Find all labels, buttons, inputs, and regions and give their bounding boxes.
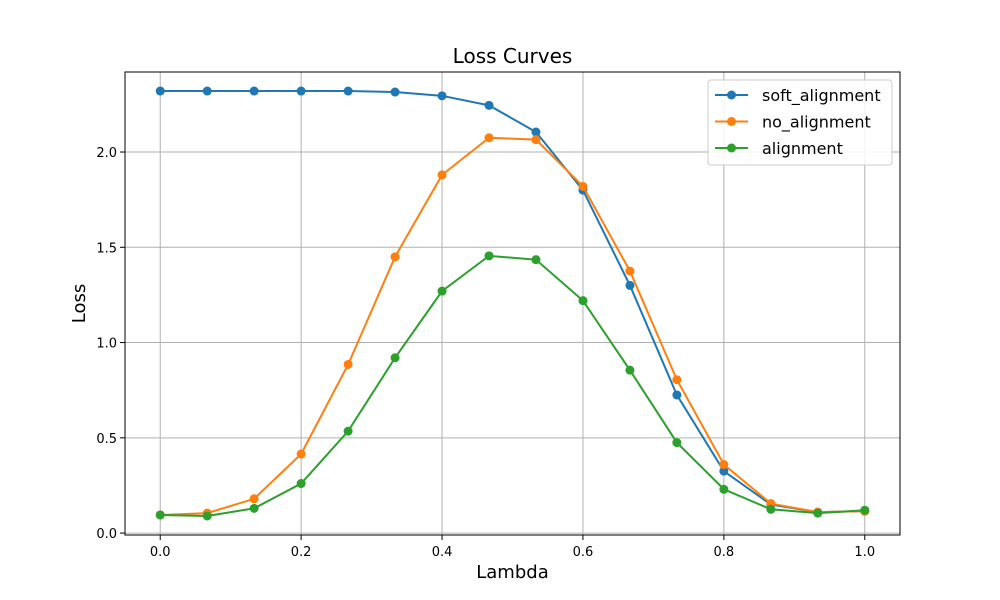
data-point	[625, 365, 635, 375]
legend-entry: no_alignment	[715, 113, 871, 133]
data-point	[343, 86, 353, 96]
x-tick-label: 0.6	[573, 545, 594, 560]
legend-entry: alignment	[715, 139, 843, 158]
data-point	[719, 484, 729, 494]
y-tick-label: 1.0	[96, 337, 117, 352]
data-point	[202, 511, 212, 521]
x-tick-label: 0.8	[714, 545, 735, 560]
data-point	[484, 100, 494, 110]
data-point	[672, 438, 682, 448]
data-point	[202, 86, 212, 96]
data-point	[390, 353, 400, 363]
data-point	[484, 133, 494, 143]
legend-label: soft_alignment	[762, 86, 881, 106]
y-tick-label: 1.5	[96, 241, 117, 256]
data-point	[531, 255, 541, 265]
series-line	[160, 90, 865, 514]
series-line	[160, 254, 865, 517]
data-point	[625, 266, 635, 276]
legend-entry: soft_alignment	[715, 86, 881, 106]
data-point	[531, 135, 541, 145]
data-point	[531, 127, 541, 137]
data-point	[155, 86, 165, 96]
data-point	[249, 494, 259, 504]
legend-label: no_alignment	[762, 113, 871, 133]
x-tick-label: 1.0	[854, 545, 875, 560]
data-point	[719, 466, 729, 476]
data-point	[625, 280, 635, 290]
data-point	[390, 87, 400, 97]
x-axis-label: Lambda	[476, 562, 548, 583]
legend-box	[707, 79, 893, 166]
series-alignment	[155, 251, 870, 521]
x-tick-label: 0.0	[150, 545, 171, 560]
legend-marker	[727, 143, 736, 153]
data-point	[343, 359, 353, 369]
data-point	[437, 91, 447, 101]
data-point	[578, 181, 588, 191]
data-point	[813, 508, 823, 518]
data-point	[672, 375, 682, 385]
data-point	[766, 504, 776, 514]
y-axis-label: Loss	[69, 284, 90, 323]
data-point	[672, 390, 682, 400]
data-point	[296, 479, 306, 489]
data-point	[155, 510, 165, 520]
data-point	[437, 170, 447, 180]
data-point	[484, 251, 494, 261]
data-point	[296, 449, 306, 459]
data-point	[860, 505, 870, 515]
data-point	[249, 86, 259, 96]
series-layer	[155, 86, 870, 521]
legend: soft_alignment no_alignment alignment	[707, 79, 893, 166]
series-line	[160, 136, 865, 516]
y-tick-label: 0.0	[96, 527, 117, 542]
plot-frame	[124, 71, 901, 536]
x-tick-label: 0.4	[432, 545, 453, 560]
data-point	[249, 503, 259, 513]
data-point	[578, 296, 588, 306]
y-tick-label: 2.0	[96, 146, 117, 161]
y-tick-label: 0.5	[96, 432, 117, 447]
legend-label: alignment	[762, 139, 843, 158]
data-point	[719, 460, 729, 470]
data-point	[437, 286, 447, 296]
data-point	[343, 426, 353, 436]
axis-ticks: 0.0 0.2 0.4 0.6 0.8 1.0 0.0 0.5 1.0 1.5 2.0	[96, 146, 875, 560]
chart-title: Loss Curves	[453, 44, 573, 68]
data-point	[296, 86, 306, 96]
legend-marker	[727, 117, 736, 126]
data-point	[390, 252, 400, 262]
x-tick-label: 0.2	[291, 545, 312, 560]
legend-marker	[727, 90, 736, 100]
